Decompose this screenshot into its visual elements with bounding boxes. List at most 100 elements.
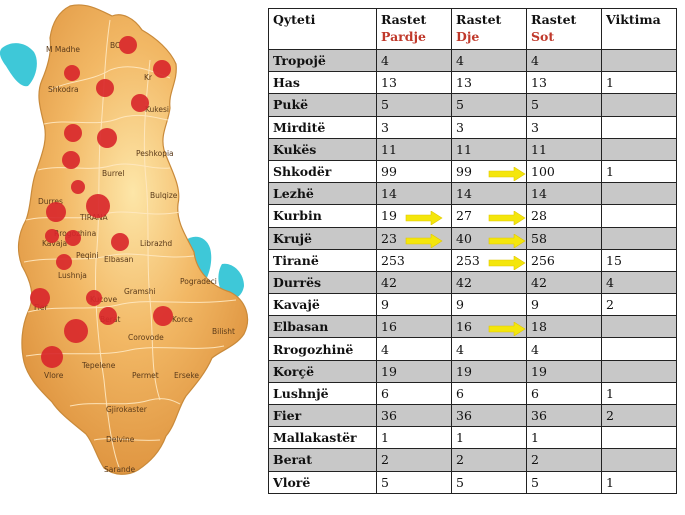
- table-row: Has 13 13 13 1: [268, 71, 677, 95]
- table-row: Lezhë 14 14 14: [268, 182, 677, 206]
- table-row: Durrës 42 42 42 4: [268, 270, 677, 295]
- cell-value: 256: [531, 253, 597, 268]
- cell-value: 6: [381, 386, 447, 401]
- cell-text: 11: [456, 141, 472, 157]
- map-label: Permet: [132, 371, 159, 380]
- cell-value: 18: [531, 319, 597, 334]
- cell-city: Kukës: [268, 137, 377, 161]
- cell-text: 19: [456, 363, 472, 379]
- cell-value: 9: [531, 297, 597, 312]
- cell-value: 4: [531, 53, 597, 68]
- cell-text: 99: [456, 164, 472, 180]
- arrow-right-icon: [488, 255, 526, 270]
- cell-viktima: 15: [601, 248, 677, 272]
- lake-shkodra: [0, 43, 37, 87]
- cell-pardje: 2: [376, 448, 452, 472]
- marker-dot: [153, 60, 171, 78]
- cell-text: 1: [531, 430, 539, 446]
- cell-value: 2: [456, 452, 522, 467]
- cell-viktima: [601, 337, 677, 361]
- cell-sot: 42: [526, 270, 602, 295]
- cell-pardje: 14: [376, 182, 452, 206]
- cell-value: 1: [606, 475, 672, 490]
- cell-text: 2: [456, 452, 464, 468]
- cell-text: 1: [606, 164, 614, 180]
- map-label: Durres: [38, 197, 63, 206]
- cell-dje: 13: [451, 71, 527, 95]
- header-viktima: Viktima: [601, 8, 677, 50]
- cell-text: 5: [531, 474, 539, 490]
- table-row: Krujë 23 40 58: [268, 226, 677, 250]
- cell-text: Tiranë: [273, 252, 319, 268]
- cell-text: 3: [531, 119, 539, 135]
- map-label: Burrel: [102, 169, 124, 178]
- cell-dje: 40: [451, 226, 527, 250]
- cell-sot: 5: [526, 93, 602, 117]
- arrow-right-icon: [405, 211, 443, 226]
- cell-pardje: 4: [376, 48, 452, 73]
- cell-city: Has: [268, 71, 377, 95]
- cell-value: Korçë: [273, 364, 372, 379]
- cell-viktima: 2: [601, 403, 677, 428]
- map-label: Korce: [172, 315, 193, 324]
- cell-pardje: 99: [376, 159, 452, 184]
- cell-city: Berat: [268, 448, 377, 472]
- map-label: Kukesi: [145, 105, 169, 114]
- cell-value: 4: [606, 275, 672, 290]
- cell-pardje: 23: [376, 226, 452, 250]
- cell-sot: 4: [526, 337, 602, 361]
- cell-city: Durrës: [268, 270, 377, 295]
- cell-value: 11: [531, 142, 597, 157]
- map-label: Librazhd: [140, 239, 172, 248]
- cell-text: 253: [456, 252, 480, 268]
- cell-city: Vlorë: [268, 470, 377, 494]
- cell-pardje: 5: [376, 470, 452, 494]
- cell-value: Tropojë: [273, 53, 372, 68]
- cell-value: 27: [456, 208, 526, 226]
- marker-dot: [96, 79, 114, 97]
- cell-value: 6: [456, 386, 522, 401]
- cell-text: 5: [381, 97, 389, 113]
- cell-text: 6: [531, 385, 539, 401]
- marker-dot: [30, 288, 50, 308]
- cell-sot: 19: [526, 359, 602, 383]
- cell-sot: 100: [526, 159, 602, 184]
- cell-value: 42: [456, 275, 522, 290]
- cell-dje: 5: [451, 93, 527, 117]
- cell-value: Pukë: [273, 97, 372, 112]
- cell-text: Kukës: [273, 141, 317, 157]
- cell-value: 23: [381, 231, 447, 248]
- table-row: Rrogozhinë 4 4 4: [268, 337, 677, 361]
- cell-pardje: 253: [376, 248, 452, 272]
- cell-city: Lezhë: [268, 182, 377, 206]
- cell-city: Fier: [268, 403, 377, 428]
- cell-sot: 58: [526, 226, 602, 250]
- cell-viktima: 2: [601, 293, 677, 317]
- cell-value: Kavajë: [273, 297, 372, 312]
- cell-viktima: [601, 48, 677, 73]
- cell-text: 4: [456, 341, 464, 357]
- cell-value: 5: [531, 475, 597, 490]
- cell-sot: 28: [526, 204, 602, 228]
- cell-value: 13: [381, 75, 447, 90]
- cell-sot: 18: [526, 315, 602, 339]
- cell-value: Vlorë: [273, 475, 372, 490]
- cell-value: Fier: [273, 408, 372, 423]
- table-row: Kurbin 19 27 28: [268, 204, 677, 228]
- cell-dje: 99: [451, 159, 527, 184]
- cell-value: Mirditë: [273, 120, 372, 135]
- cell-value: 253: [456, 252, 526, 270]
- cell-value: 99: [381, 164, 447, 179]
- map-label: Shkodra: [48, 85, 79, 94]
- cell-value: 42: [381, 275, 447, 290]
- cell-sot: 11: [526, 137, 602, 161]
- cell-city: Elbasan: [268, 315, 377, 339]
- header-rastet-sot: Rastet Sot: [526, 8, 602, 50]
- map-label: Gjirokaster: [106, 405, 148, 414]
- cell-value: 2: [606, 408, 672, 423]
- map-label: Vlore: [44, 371, 64, 380]
- marker-dot: [64, 65, 80, 81]
- cell-text: 2: [606, 297, 614, 313]
- cell-text: 5: [531, 97, 539, 113]
- map-label: Kucove: [90, 295, 117, 304]
